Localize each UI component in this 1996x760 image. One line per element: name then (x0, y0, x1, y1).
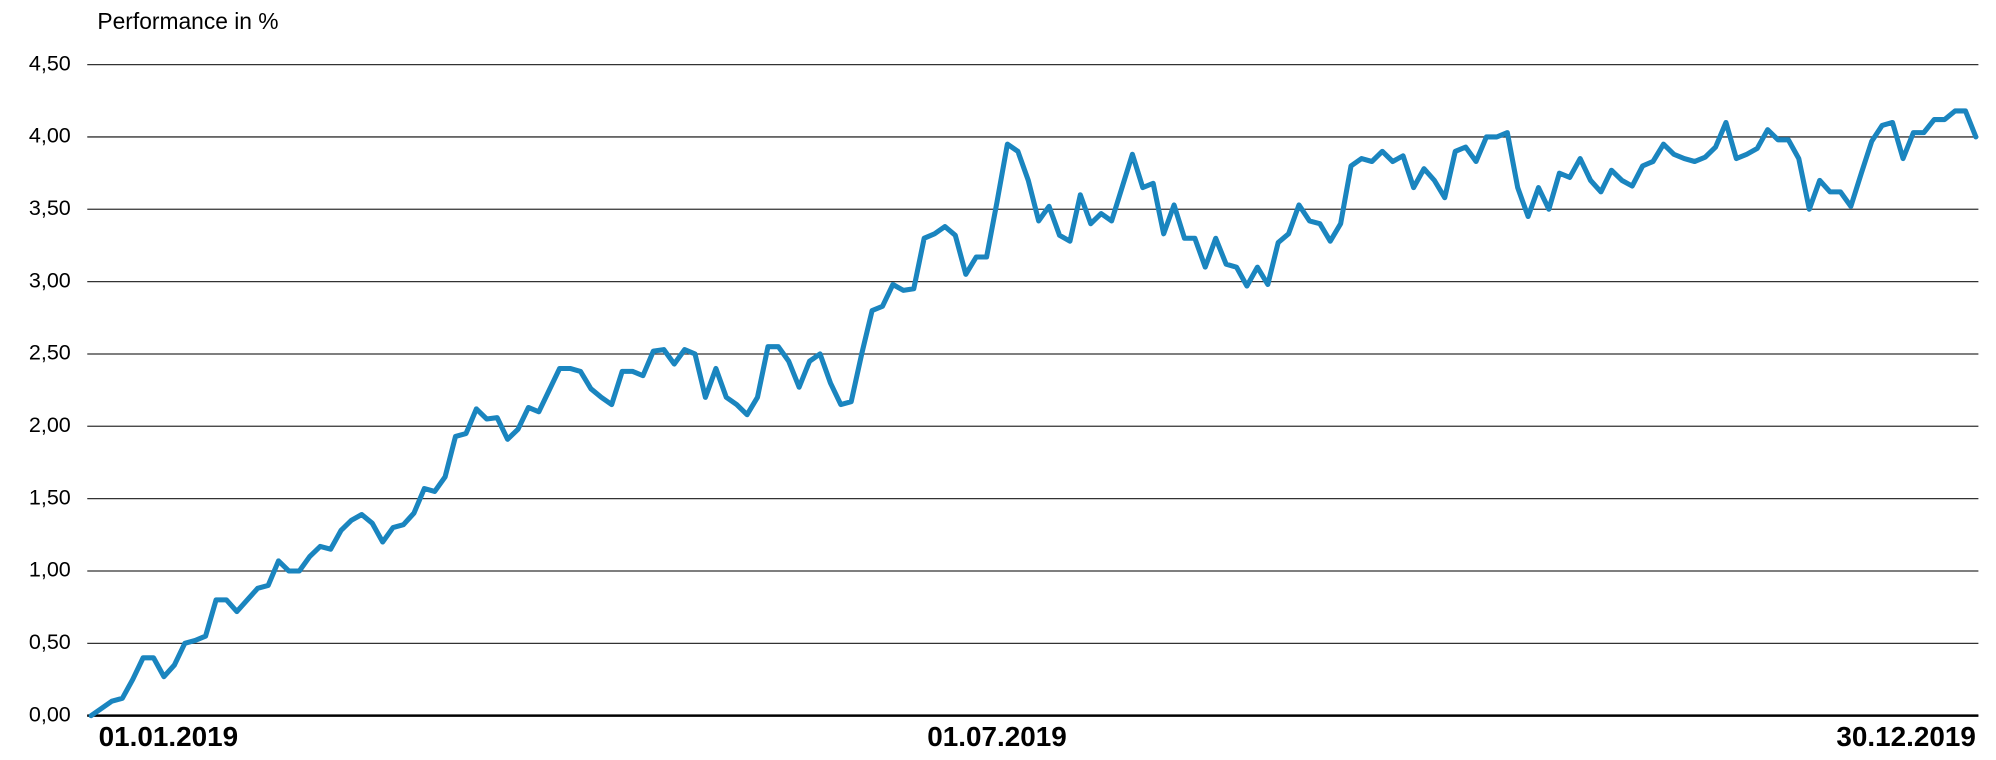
y-tick-label: 4,50 (29, 51, 71, 75)
performance-line (88, 108, 1979, 719)
y-tick-label: 4,00 (29, 124, 71, 148)
x-tick-label: 30.12.2019 (1836, 721, 1975, 752)
x-tick-label: 01.07.2019 (927, 721, 1066, 752)
y-axis-title: Performance in % (97, 8, 278, 34)
x-tick-label: 01.01.2019 (99, 721, 238, 752)
y-tick-label: 1,50 (29, 485, 71, 509)
y-tick-label: 2,50 (29, 341, 71, 365)
y-tick-label: 3,00 (29, 268, 71, 292)
y-tick-label: 0,00 (29, 702, 71, 726)
y-tick-label: 2,00 (29, 413, 71, 437)
y-tick-label: 0,50 (29, 630, 71, 654)
y-tick-label: 1,00 (29, 558, 71, 582)
y-tick-label: 3,50 (29, 196, 71, 220)
